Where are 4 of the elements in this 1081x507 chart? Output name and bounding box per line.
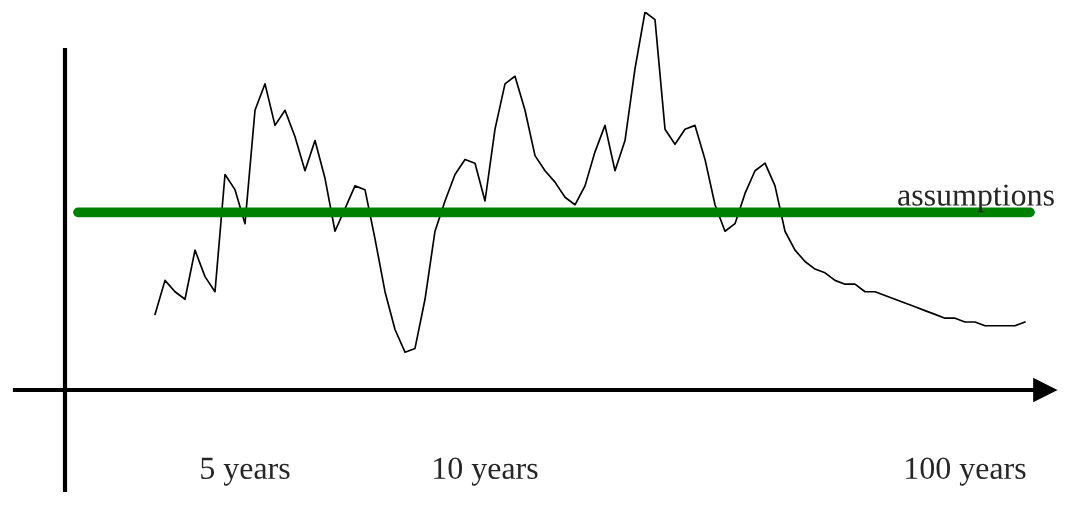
x-tick-label: 5 years — [201, 457, 290, 486]
ref-line-label: assumptions — [898, 184, 1054, 213]
x-tick-label: 10 years — [434, 457, 538, 486]
x-tick-label: 100 years — [906, 457, 1026, 486]
